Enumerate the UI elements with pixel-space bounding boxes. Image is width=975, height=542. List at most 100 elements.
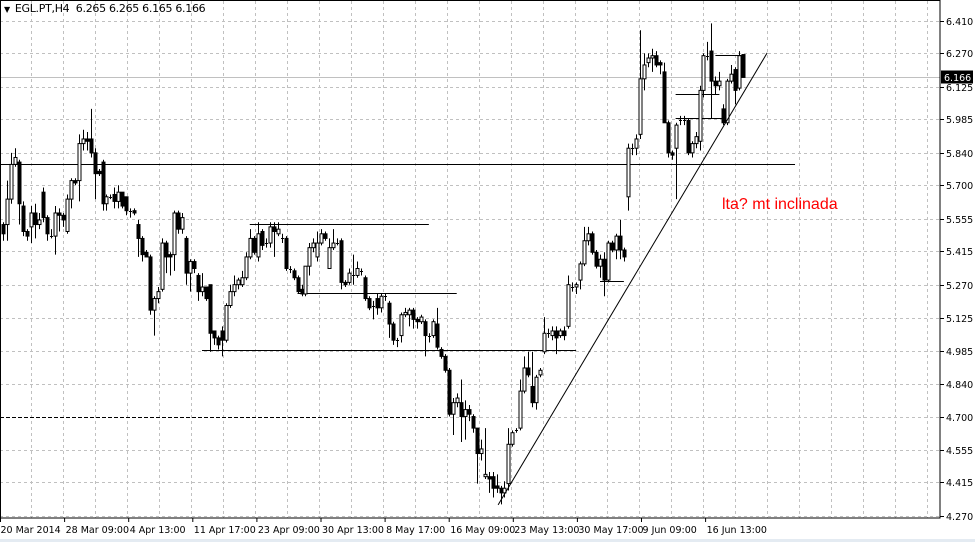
candle (73, 178, 78, 186)
candle (610, 240, 615, 253)
candle (698, 85, 703, 151)
candle-body (610, 242, 615, 251)
candle (709, 23, 714, 119)
candle-body (260, 230, 265, 246)
candle (124, 196, 129, 216)
candle (582, 226, 587, 267)
candle (53, 206, 58, 255)
candle (160, 238, 165, 292)
grid (0, 1, 940, 518)
candle-body (315, 242, 320, 258)
candle (733, 67, 738, 105)
candle-body (423, 321, 428, 337)
candle (188, 259, 193, 292)
candle (451, 398, 456, 436)
y-tick-label: 5.125 (946, 314, 973, 325)
candle (81, 129, 86, 151)
candle (41, 187, 46, 223)
candle (224, 303, 229, 343)
candle (701, 53, 706, 98)
x-tick-label: 9 Jun 09:00 (643, 525, 697, 536)
candle (534, 374, 539, 410)
candle-body (586, 233, 591, 242)
candle (140, 236, 145, 262)
candle-body (240, 277, 245, 286)
candle-body (379, 295, 384, 309)
candle (686, 118, 691, 156)
candle-body (709, 50, 714, 82)
candle (384, 293, 387, 301)
candle (339, 238, 344, 290)
candle-body (542, 332, 547, 353)
candle (483, 428, 488, 479)
candle (586, 226, 591, 246)
candle-body (236, 279, 241, 286)
candle-body (554, 330, 559, 339)
candle (666, 120, 671, 158)
candle (447, 367, 452, 417)
candle-body (574, 284, 579, 288)
candle-body (495, 485, 500, 489)
dropdown-triangle-icon[interactable]: ▼ (4, 5, 10, 14)
candle (387, 300, 392, 338)
candle-body (61, 214, 66, 221)
candle-body (37, 219, 42, 226)
candle (638, 30, 643, 139)
trendline[interactable] (497, 52, 768, 506)
ohlc-values: 6.265 6.265 6.165 6.166 (75, 2, 206, 15)
candle-body (642, 64, 647, 80)
x-tick-label: 11 Apr 17:00 (194, 525, 256, 536)
candle-body (53, 212, 58, 237)
candle-body (41, 191, 46, 219)
candle-body (9, 163, 14, 200)
candle (200, 273, 205, 297)
y-tick-label: 4.840 (946, 380, 973, 391)
candle (50, 229, 53, 239)
price-axis: 6.410 6.270 6.125 5.985 5.840 5.700 5.555 5.415… (940, 17, 973, 523)
y-tick-label: 5.270 (946, 281, 973, 292)
y-tick-label: 6.270 (946, 49, 973, 60)
candle (176, 210, 181, 234)
horizontal-scrollbar[interactable] (0, 539, 975, 542)
candle-body (638, 78, 643, 135)
candle (399, 312, 404, 343)
time-axis: 20 Mar 2014 28 Mar 09:00 4 Apr 13:00 11 Apr… (0, 518, 767, 536)
candle (184, 236, 189, 285)
candle (236, 277, 241, 290)
candle (284, 236, 289, 271)
x-tick-label: 8 May 17:00 (386, 525, 445, 536)
candle-body (463, 409, 468, 418)
candle-body (690, 143, 695, 154)
candle (168, 252, 173, 276)
candle-body (331, 242, 336, 249)
candle (741, 54, 746, 78)
candle (21, 201, 26, 237)
candle-body (17, 161, 22, 205)
x-tick-label: 20 Mar 2014 (1, 525, 61, 536)
candle-body (518, 390, 523, 429)
candle (311, 238, 316, 253)
candle (646, 53, 651, 68)
candle-body (443, 355, 448, 371)
candle (403, 307, 408, 318)
candle-body (618, 235, 623, 251)
candle (116, 185, 121, 209)
candle (642, 53, 647, 91)
candle (45, 215, 50, 241)
x-tick-label: 23 May 13:00 (514, 525, 579, 536)
candle (375, 293, 380, 315)
candle (562, 326, 567, 341)
candle-body (339, 240, 344, 283)
candle (77, 134, 82, 202)
candle-body (319, 233, 324, 244)
candle-body (558, 330, 563, 337)
candle (180, 212, 185, 234)
candle (510, 430, 515, 447)
candle-body (451, 402, 456, 415)
candle-body (224, 305, 229, 341)
candle (391, 321, 396, 345)
x-tick-label: 16 May 09:00 (450, 525, 515, 536)
candle-body (686, 119, 691, 154)
candle-body (475, 427, 480, 455)
